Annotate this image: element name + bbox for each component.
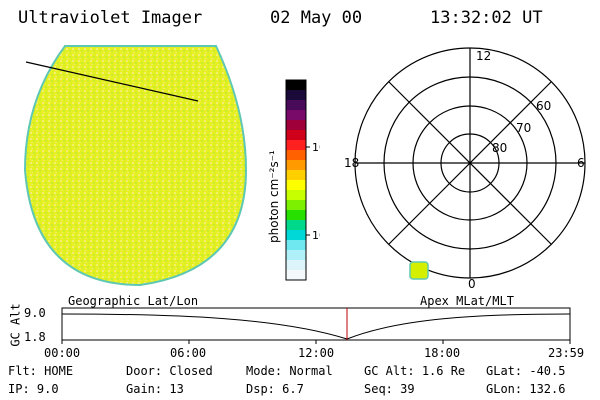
geographic-label: Geographic Lat/Lon — [68, 294, 199, 308]
x-tick-1800: 18:00 — [424, 346, 461, 360]
mlt-label-6: 6 — [577, 156, 585, 170]
polar-plot: 12 18 6 0 60 70 80 — [344, 47, 586, 290]
x-tick-2359: 23:59 — [548, 346, 585, 360]
image-time: 13:32:02 UT — [430, 8, 543, 28]
x-tick-0000: 00:00 — [44, 346, 81, 360]
instrument-title: Ultraviolet Imager — [18, 8, 203, 28]
status-glon: GLon: 132.6 — [486, 382, 566, 396]
status-dsp: Dsp: 6.7 — [246, 382, 304, 396]
colorbar-segment — [286, 130, 306, 141]
colorbar-segment — [286, 150, 306, 161]
flt-value: HOME — [44, 364, 74, 378]
mode-value: Normal — [289, 364, 333, 378]
colorbar-unit-label: photon cm⁻²s⁻¹ — [267, 150, 281, 243]
y-tick-low: 1.8 — [24, 330, 46, 344]
colorbar-segment — [286, 230, 306, 241]
colorbar-segment — [286, 220, 306, 231]
status-ip: IP: 9.0 — [8, 382, 59, 396]
colorbar-segment — [286, 260, 306, 271]
colorbar-segment — [286, 160, 306, 171]
earth-disk — [23, 45, 248, 287]
gc-alt-value: 1.6 Re — [421, 364, 466, 378]
colorbar: 100 10 photon cm⁻²s⁻¹ — [267, 79, 320, 281]
colorbar-segment — [286, 180, 306, 191]
colorbar-segment — [286, 250, 306, 261]
mlt-label-18: 18 — [344, 156, 359, 170]
colorbar-segment — [286, 190, 306, 201]
status-gc-alt: GC Alt: 1.6 Re — [364, 364, 466, 378]
colorbar-segment — [286, 210, 306, 221]
status-gain: Gain: 13 — [126, 382, 184, 396]
glat-value: -40.5 — [529, 364, 566, 378]
status-mode: Mode: Normal — [246, 364, 333, 378]
colorbar-segment — [286, 110, 306, 121]
colorbar-segment — [286, 90, 306, 101]
mlt-label-12: 12 — [476, 49, 491, 63]
altitude-timeline — [61, 307, 571, 344]
image-date: 02 May 00 — [270, 8, 363, 28]
terminator-line — [25, 61, 199, 102]
glon-value: 132.6 — [529, 382, 566, 396]
colorbar-segment — [286, 170, 306, 181]
y-tick-high: 9.0 — [24, 306, 46, 320]
colorbar-segment — [286, 80, 306, 91]
x-tick-0600: 06:00 — [170, 346, 207, 360]
door-value: Closed — [169, 364, 213, 378]
colorbar-segment — [286, 100, 306, 111]
lat-label-80: 80 — [492, 141, 507, 155]
alt-axis-label: GC Alt — [8, 303, 23, 347]
lat-label-60: 60 — [536, 99, 551, 113]
gain-value: 13 — [169, 382, 184, 396]
status-door: Door: Closed — [126, 364, 213, 378]
status-glat: GLat: -40.5 — [486, 364, 566, 378]
ip-value: 9.0 — [36, 382, 59, 396]
colorbar-segment — [286, 200, 306, 211]
status-flt: Flt: HOME — [8, 364, 74, 378]
status-seq: Seq: 39 — [364, 382, 415, 396]
colorbar-segment — [286, 240, 306, 251]
colorbar-segment — [286, 270, 306, 281]
colorbar-segment — [286, 140, 306, 151]
emission-patch — [409, 261, 429, 280]
colorbar-segment — [286, 120, 306, 131]
colorbar-tick-label: 10 — [312, 229, 320, 242]
dsp-value: 6.7 — [282, 382, 304, 396]
colorbar-tick-label: 100 — [312, 141, 320, 154]
apex-label: Apex MLat/MLT — [420, 294, 514, 308]
mlt-label-0: 0 — [468, 277, 476, 290]
seq-value: 39 — [400, 382, 415, 396]
lat-label-70: 70 — [516, 121, 531, 135]
x-tick-1200: 12:00 — [298, 346, 335, 360]
